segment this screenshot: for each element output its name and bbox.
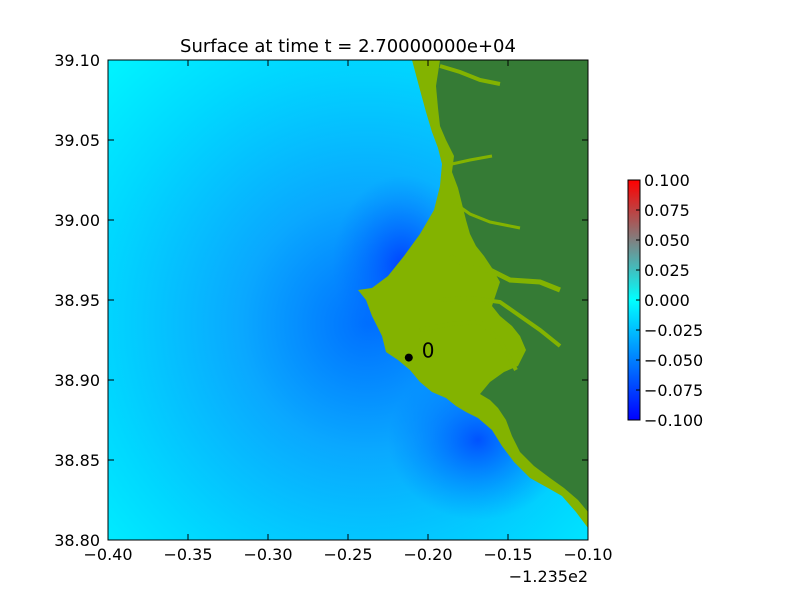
x-tick-label: −0.10 [563, 545, 612, 564]
colorbar-tick-label: 0.100 [644, 171, 690, 190]
river-valley [419, 319, 518, 371]
y-tick-label: 38.90 [54, 371, 100, 390]
x-tick-label: −0.40 [83, 545, 132, 564]
x-tick-label: −0.35 [163, 545, 212, 564]
plot-area [108, 60, 588, 540]
gauge-point [404, 353, 413, 362]
x-axis: −0.40 −0.35 −0.30 −0.25 −0.20 −0.15 −0.10 [83, 60, 613, 564]
colorbar-tick-label: 0.025 [644, 261, 690, 280]
x-tick-label: −0.20 [403, 545, 452, 564]
river-valley [448, 253, 561, 293]
river-valley [439, 64, 501, 86]
y-axis: 39.10 39.05 39.00 38.95 38.90 38.85 38.80 [54, 51, 588, 550]
chart-title: Surface at time t = 2.70000000e+04 [180, 36, 516, 57]
x-tick-label: −0.15 [483, 545, 532, 564]
y-tick-label: 38.95 [54, 291, 100, 310]
y-tick-label: 38.85 [54, 451, 100, 470]
colorbar-tick-label: 0.000 [644, 291, 690, 310]
gauge-marker: 0 [404, 339, 435, 363]
colorbar-tick-label: 0.075 [644, 201, 690, 220]
y-tick-label: 39.05 [54, 131, 100, 150]
river-valley [439, 295, 562, 348]
x-tick-label: −0.25 [323, 545, 372, 564]
land-inland [436, 60, 588, 512]
y-tick-label: 39.00 [54, 211, 100, 230]
x-offset-label: −1.235e2 [509, 567, 588, 586]
y-tick-label: 39.10 [54, 51, 100, 70]
gauge-label: 0 [422, 339, 435, 363]
colorbar-ticks: 0.100 0.075 0.050 0.025 0.000 −0.025 −0.050 −0.… [636, 171, 703, 430]
colorbar-tick-label: −0.025 [644, 321, 703, 340]
colorbar-tick-label: −0.050 [644, 351, 703, 370]
colorbar-tick-label: −0.075 [644, 381, 703, 400]
river-valley [451, 154, 493, 166]
river-valley [449, 198, 521, 230]
colorbar-tick-label: −0.100 [644, 411, 703, 430]
x-tick-label: −0.30 [243, 545, 292, 564]
y-tick-label: 38.80 [54, 531, 100, 550]
colorbar-tick-label: 0.050 [644, 231, 690, 250]
